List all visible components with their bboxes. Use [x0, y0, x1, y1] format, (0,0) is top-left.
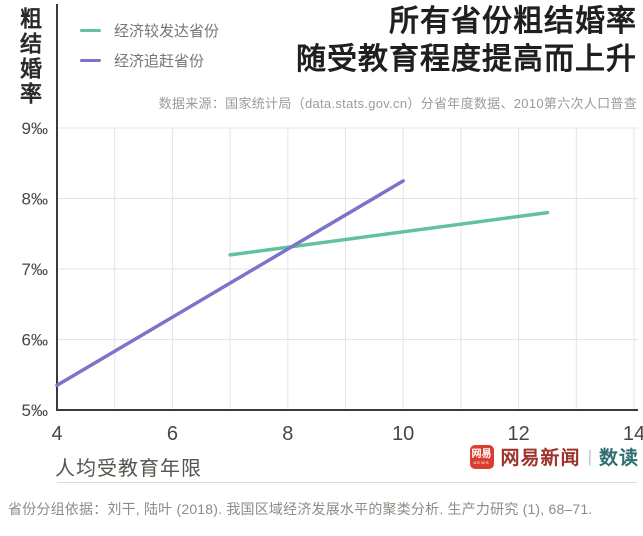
y-tick-label: 6‰: [22, 331, 48, 350]
footer-divider: [57, 482, 637, 483]
legend-item-catchup: 经济追赶省份: [80, 50, 219, 71]
x-tick-label: 10: [392, 423, 414, 445]
x-tick-label: 8: [282, 423, 293, 445]
x-tick-label: 12: [507, 423, 529, 445]
brand-separator: |: [587, 446, 592, 466]
chart-title-line-1: 所有省份粗结婚率: [389, 5, 637, 38]
y-axis-title: 粗结婚率: [17, 7, 42, 107]
y-tick-label: 5‰: [22, 401, 48, 420]
series-line-1: [55, 179, 405, 388]
x-tick-label: 4: [51, 423, 62, 445]
legend-item-developed: 经济较发达省份: [80, 20, 219, 41]
netease-logo-icon: 网易 NEWS: [469, 444, 494, 469]
legend: 经济较发达省份 经济追赶省份: [80, 20, 219, 71]
series-line-0: [228, 210, 550, 257]
branding: 网易 NEWS 网易新闻 | 数读: [469, 443, 639, 470]
legend-label-catchup: 经济追赶省份: [114, 53, 205, 70]
netease-icon-subtext: NEWS: [473, 459, 490, 465]
chart-title: 所有省份粗结婚率 随受教育程度提高而上升: [296, 3, 637, 79]
netease-icon-text: 网易: [471, 448, 492, 460]
shudu-wordmark: 数读: [598, 448, 639, 469]
x-axis-title: 人均受教育年限: [55, 458, 202, 480]
legend-swatch-catchup: [80, 58, 101, 63]
netease-news-wordmark: 网易新闻: [500, 448, 581, 469]
y-tick-label: 8‰: [22, 190, 48, 209]
chart-title-line-2: 随受教育程度提高而上升: [296, 43, 637, 76]
citation-note: 省份分组依据：刘干, 陆叶 (2018). 我国区域经济发展水平的聚类分析. 生…: [8, 501, 593, 517]
y-tick-label: 7‰: [22, 260, 48, 279]
y-tick-label: 9‰: [22, 119, 48, 138]
x-tick-label: 14: [623, 423, 643, 445]
legend-label-developed: 经济较发达省份: [114, 23, 220, 40]
legend-swatch-developed: [80, 28, 101, 33]
x-tick-label: 6: [167, 423, 178, 445]
data-source-note: 数据来源：国家统计局（data.stats.gov.cn）分省年度数据、2010…: [158, 96, 637, 111]
